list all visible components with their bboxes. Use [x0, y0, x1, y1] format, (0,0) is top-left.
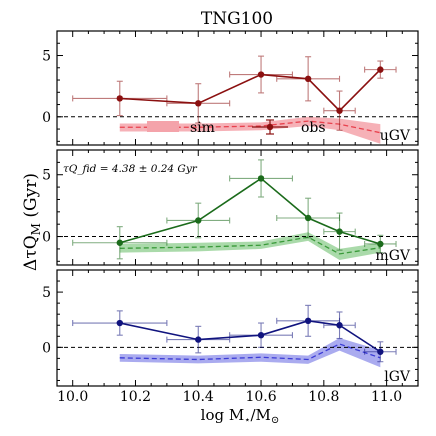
obs-point	[377, 348, 384, 355]
legend-obs-swatch	[252, 119, 288, 135]
obs-point	[304, 317, 312, 325]
obs-point	[336, 322, 343, 329]
obs-point	[195, 217, 202, 224]
sim-median-line	[119, 236, 381, 255]
panel-ugv: 0 5 uGV sim obs	[42, 30, 419, 146]
x-tick-label: 10.6	[245, 389, 276, 405]
obs-line	[119, 177, 381, 245]
y-axis-label: ΔτQM (Gyr)	[21, 173, 43, 271]
obs-point	[336, 228, 343, 235]
obs-point	[257, 331, 265, 339]
sim-band	[119, 116, 381, 144]
y-tick-label: 0	[42, 340, 51, 356]
obs-point	[195, 100, 202, 107]
panel-frame	[56, 149, 419, 266]
legend: sim obs	[147, 119, 326, 136]
sim-median-line	[119, 120, 381, 134]
obs-point	[304, 214, 312, 222]
obs-line	[119, 69, 381, 112]
obs-point	[377, 66, 384, 73]
obs-point	[195, 336, 202, 343]
obs-point	[336, 107, 343, 114]
panel-mgv: 0 5 mGV τQ_fid = 4.38 ± 0.24 Gyr	[42, 149, 419, 266]
panel-label: uGV	[380, 128, 411, 144]
tau-fid-annotation: τQ_fid = 4.38 ± 0.24 Gyr	[63, 163, 198, 175]
legend-sim-label: sim	[190, 120, 215, 136]
obs-point	[116, 319, 123, 327]
x-tick-labels: 10.0 10.2 10.4 10.6 10.8 11.0	[57, 389, 402, 405]
y-tick-label: 0	[42, 230, 51, 246]
x-axis-label: log M⋆/M⊙	[201, 406, 280, 426]
x-tick-label: 10.8	[308, 389, 339, 405]
y-tick-label: 5	[42, 285, 51, 301]
obs-point	[304, 75, 312, 83]
x-tick-label: 10.4	[183, 389, 214, 405]
y-tick-label: 0	[42, 110, 51, 126]
sim-median-line	[119, 343, 381, 361]
obs-line	[119, 320, 381, 353]
legend-obs-point	[266, 123, 274, 131]
panel-lgv: 0 5 lGV	[42, 269, 419, 387]
panel-label: lGV	[384, 369, 411, 385]
obs-point	[377, 240, 384, 248]
panel-frame	[56, 269, 419, 387]
legend-sim-swatch	[147, 121, 179, 132]
x-tick-label: 10.0	[57, 389, 88, 405]
legend-obs-label: obs	[301, 120, 326, 136]
panel-frame	[56, 30, 419, 146]
y-tick-label: 5	[42, 168, 51, 184]
sim-band	[119, 337, 381, 368]
obs-point	[116, 239, 123, 246]
obs-point	[116, 95, 123, 102]
chart-title: TNG100	[201, 9, 273, 29]
x-tick-label: 10.2	[120, 389, 151, 405]
panel-label: mGV	[375, 248, 410, 264]
obs-point	[257, 71, 265, 78]
y-tick-label: 5	[42, 49, 51, 65]
obs-point	[257, 175, 265, 182]
x-tick-label: 11.0	[371, 389, 402, 405]
